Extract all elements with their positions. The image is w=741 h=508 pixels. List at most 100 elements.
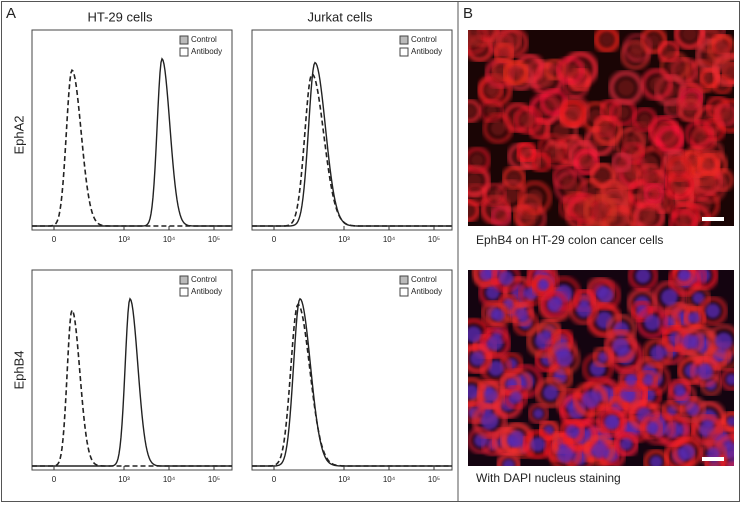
cytoplasm: [702, 158, 715, 171]
cell: [522, 429, 553, 460]
cytoplasm: [503, 187, 520, 204]
cell: [583, 194, 617, 226]
scale-bar: [702, 457, 724, 461]
nucleus: [705, 303, 721, 319]
control-curve: [32, 308, 232, 467]
nucleus: [660, 288, 679, 306]
cell: [603, 329, 638, 364]
control-curve: [32, 68, 232, 227]
nucleus: [679, 444, 695, 460]
legend-label: Control: [191, 275, 217, 284]
cytoplasm: [580, 155, 594, 169]
cell: [492, 41, 516, 65]
nucleus: [480, 411, 499, 430]
cell: [623, 33, 652, 63]
cytoplasm: [600, 33, 614, 46]
cell: [548, 343, 580, 375]
nucleus: [603, 414, 620, 430]
cell: [468, 427, 495, 454]
cytoplasm: [546, 95, 561, 110]
legend-swatch: [399, 287, 409, 297]
cell: [668, 378, 691, 402]
nucleus: [508, 430, 526, 448]
nucleus: [635, 270, 651, 284]
cytoplasm: [630, 40, 646, 56]
micrograph: [468, 30, 734, 226]
nucleus: [581, 390, 600, 409]
nucleus: [468, 384, 479, 400]
legend-label: Antibody: [191, 47, 222, 56]
cytoplasm: [684, 104, 697, 117]
cell: [549, 438, 582, 466]
nucleus: [487, 335, 504, 351]
nucleus: [674, 384, 686, 396]
nucleus: [692, 291, 705, 305]
control-curve: [252, 303, 452, 467]
nucleus: [533, 408, 544, 419]
cell: [712, 52, 734, 87]
cytoplasm: [621, 135, 638, 152]
column-title: Jurkat cells: [307, 9, 373, 24]
cell: [500, 422, 534, 456]
cytoplasm: [563, 63, 578, 78]
nucleus: [542, 384, 559, 401]
cell: [678, 98, 703, 123]
x-tick-label: 10⁵: [428, 475, 440, 484]
x-tick-label: 10⁵: [208, 235, 220, 244]
nucleus: [689, 311, 701, 324]
cell: [657, 40, 680, 63]
cell: [531, 273, 555, 297]
cell: [637, 370, 658, 391]
cytoplasm: [591, 202, 609, 220]
cell: [514, 106, 543, 135]
cell: [672, 270, 696, 286]
plot-frame: [31, 269, 233, 471]
cell: [491, 270, 521, 293]
nucleus: [556, 446, 574, 463]
cell: [541, 291, 568, 318]
antibody-curve: [32, 297, 232, 467]
plot-frame: [251, 29, 453, 231]
cytoplasm: [720, 61, 734, 79]
cell: [567, 67, 592, 92]
cell: [698, 296, 728, 326]
x-tick-label: 0: [52, 475, 57, 484]
nucleus: [678, 270, 690, 280]
cytoplasm: [649, 188, 660, 199]
antibody-curve: [32, 57, 232, 227]
cell: [707, 324, 734, 358]
cell: [708, 34, 734, 64]
nucleus: [576, 302, 592, 318]
legend-label: Control: [411, 35, 437, 44]
cell: [556, 56, 585, 85]
x-tick-label: 10⁴: [383, 475, 396, 484]
cytoplasm: [536, 157, 546, 168]
histogram: 0 10³ 10⁴ 10⁵ Control Antibody: [251, 269, 453, 484]
cell: [665, 155, 693, 183]
nucleus: [469, 351, 485, 367]
image-caption: EphB4 on HT-29 colon cancer cells: [476, 233, 663, 247]
cell: [610, 151, 633, 174]
cytoplasm: [675, 216, 691, 226]
cell: [613, 430, 640, 458]
legend-label: Antibody: [411, 47, 442, 56]
x-tick-label: 10⁵: [208, 475, 220, 484]
cell: [582, 353, 614, 384]
cytoplasm: [539, 71, 556, 89]
cytoplasm: [549, 146, 565, 162]
legend-swatch: [399, 47, 409, 57]
cell: [667, 382, 697, 412]
x-tick-label: 10⁴: [383, 235, 396, 244]
cytoplasm: [720, 109, 732, 121]
cytoplasm: [672, 162, 686, 176]
legend-label: Control: [411, 275, 437, 284]
cell: [630, 300, 654, 323]
histogram: 0 10³ 10⁴ 10⁵ Control Antibody: [31, 29, 233, 244]
cell: [479, 99, 504, 123]
cell: [601, 410, 625, 434]
cell: [502, 166, 526, 190]
nucleus: [625, 375, 637, 387]
cell: [518, 181, 552, 215]
